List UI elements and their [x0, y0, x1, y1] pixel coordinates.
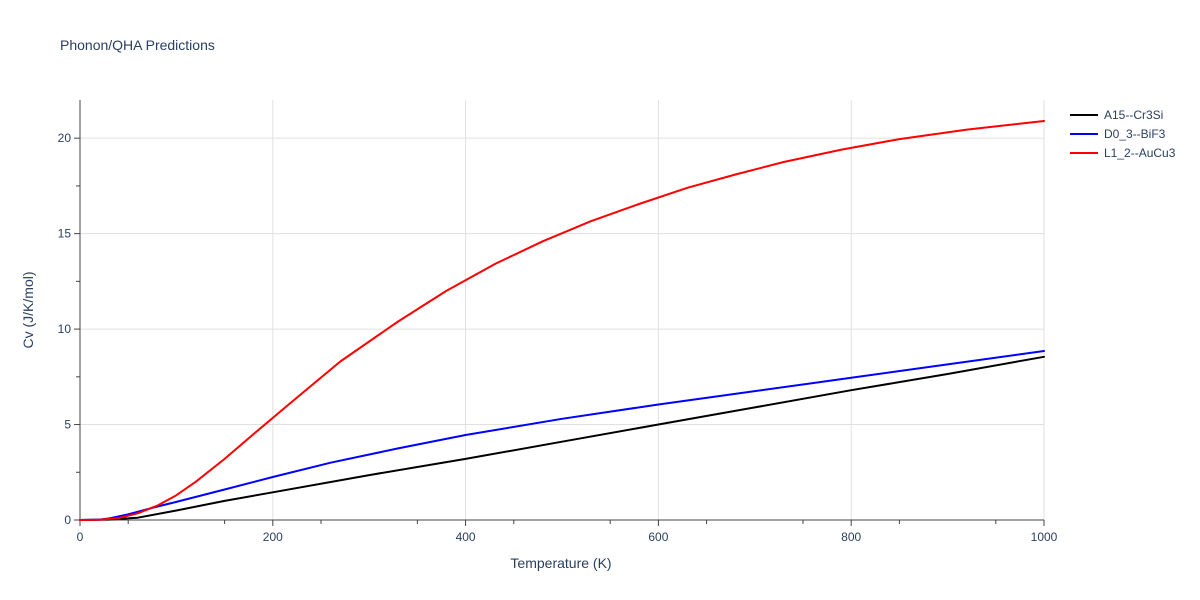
y-tick-label: 20 — [58, 131, 72, 145]
x-tick-label: 800 — [841, 530, 861, 544]
x-tick-label: 400 — [456, 530, 476, 544]
x-tick-label: 1000 — [1031, 530, 1058, 544]
legend-label: L1_2--AuCu3 — [1104, 146, 1176, 160]
y-tick-label: 15 — [58, 227, 72, 241]
axes: 0 200 400 600 800 1000 0 5 10 15 20 — [58, 100, 1058, 544]
legend-item[interactable]: D0_3--BiF3 — [1070, 127, 1166, 141]
series-line-2 — [79, 120, 1045, 521]
y-tick-label: 0 — [64, 513, 71, 527]
x-tick-label: 600 — [648, 530, 668, 544]
x-axis-title: Temperature (K) — [510, 555, 611, 571]
x-tick-label: 200 — [263, 530, 283, 544]
legend-label: A15--Cr3Si — [1104, 108, 1163, 122]
y-axis-title: Cv (J/K/mol) — [20, 272, 36, 349]
legend-item[interactable]: L1_2--AuCu3 — [1070, 146, 1176, 160]
series-layer — [79, 120, 1045, 521]
legend[interactable]: A15--Cr3Si D0_3--BiF3 L1_2--AuCu3 — [1070, 108, 1176, 160]
grid — [80, 100, 1045, 520]
legend-label: D0_3--BiF3 — [1104, 127, 1166, 141]
legend-item[interactable]: A15--Cr3Si — [1070, 108, 1163, 122]
x-tick-label: 0 — [77, 530, 84, 544]
y-tick-label: 10 — [58, 322, 72, 336]
series-line-0 — [79, 355, 1045, 521]
y-tick-label: 5 — [64, 418, 71, 432]
chart-title: Phonon/QHA Predictions — [60, 37, 215, 53]
series-line-1 — [79, 350, 1045, 521]
